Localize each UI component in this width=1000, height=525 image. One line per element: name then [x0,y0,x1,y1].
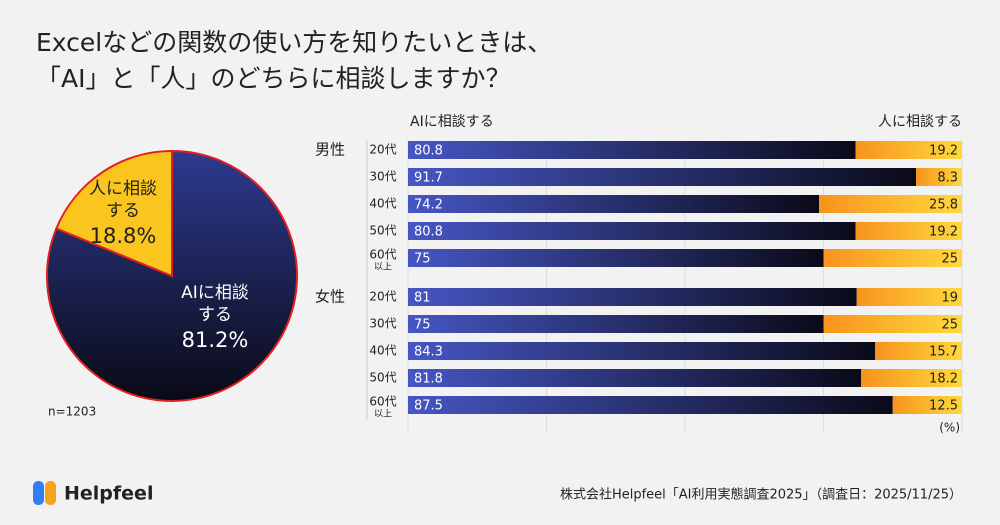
value-label: 84.3 [414,345,443,360]
bar-segment [408,369,862,387]
category-label: 40代 [369,344,396,358]
pie-value: 18.8% [89,224,157,248]
category-label: 20代 [369,290,396,304]
title-line: 「AI」と「人」のどちらに相談しますか？ [36,64,510,93]
bar-segment [408,249,824,267]
bar-segment [916,168,962,186]
value-label: 8.3 [937,171,958,186]
category-label: 60代 [369,248,396,262]
value-label: 19.2 [929,225,958,240]
value-label: 75 [414,252,431,267]
value-label: 81 [414,291,431,306]
value-label: 25 [941,318,958,333]
pie-category: AIに相談する [181,283,249,325]
value-label: 80.8 [414,144,443,159]
value-label: 91.7 [414,171,443,186]
value-label: 74.2 [414,198,443,213]
pie-label: AIに相談する 81.2% [177,282,253,351]
pie-value: 81.2% [181,328,249,352]
bar-segment [408,315,824,333]
sample-size: n=1203 [48,405,96,419]
value-label: 12.5 [929,399,958,414]
value-label: 87.5 [414,399,443,414]
bar-segment [408,288,857,306]
bar-segment [855,222,962,240]
value-label: 18.2 [929,372,958,387]
bar-segment [408,195,820,213]
group-label: 男性 [315,141,345,159]
bar-segment [408,168,917,186]
value-label: 19.2 [929,144,958,159]
pie-label: 人に相談する 18.8% [85,178,161,247]
category-label: 以上 [374,409,392,420]
category-label: 30代 [369,317,396,331]
logo-icon [33,481,56,505]
category-label: 以上 [374,262,392,273]
value-label: 25 [941,252,958,267]
group-label: 女性 [315,288,345,306]
category-label: 50代 [369,371,396,385]
bar-segment [892,396,962,414]
value-label: 81.8 [414,372,443,387]
bar-segment [855,141,962,159]
bar-segment [823,249,962,267]
value-label: 15.7 [929,345,958,360]
category-label: 20代 [369,143,396,157]
category-label: 50代 [369,224,396,238]
logo-text: Helpfeel [64,483,153,505]
title-line: Excelなどの関数の使い方を知りたいときは、 [36,28,552,57]
legend-label: AIに相談する [410,114,494,130]
value-label: 19 [941,291,958,306]
bar-segment [875,342,962,360]
bar-segment [408,141,856,159]
bar-segment [861,369,962,387]
value-label: 25.8 [929,198,958,213]
category-label: 30代 [369,170,396,184]
pie-category: 人に相談する [89,179,157,221]
category-label: 40代 [369,197,396,211]
legend-label: 人に相談する [878,114,962,130]
pie-slice [55,149,173,278]
bar-segment [408,396,893,414]
category-label: 60代 [369,395,396,409]
bar-segment [823,315,962,333]
value-label: 80.8 [414,225,443,240]
value-label: 75 [414,318,431,333]
bar-segment [819,195,962,213]
unit-label: (%) [939,421,960,435]
bar-segment [408,342,876,360]
source: 株式会社Helpfeel「AI利用実態調査2025」（調査日：2025/11/2… [560,487,962,503]
bar-segment [856,288,962,306]
bar-segment [408,222,856,240]
